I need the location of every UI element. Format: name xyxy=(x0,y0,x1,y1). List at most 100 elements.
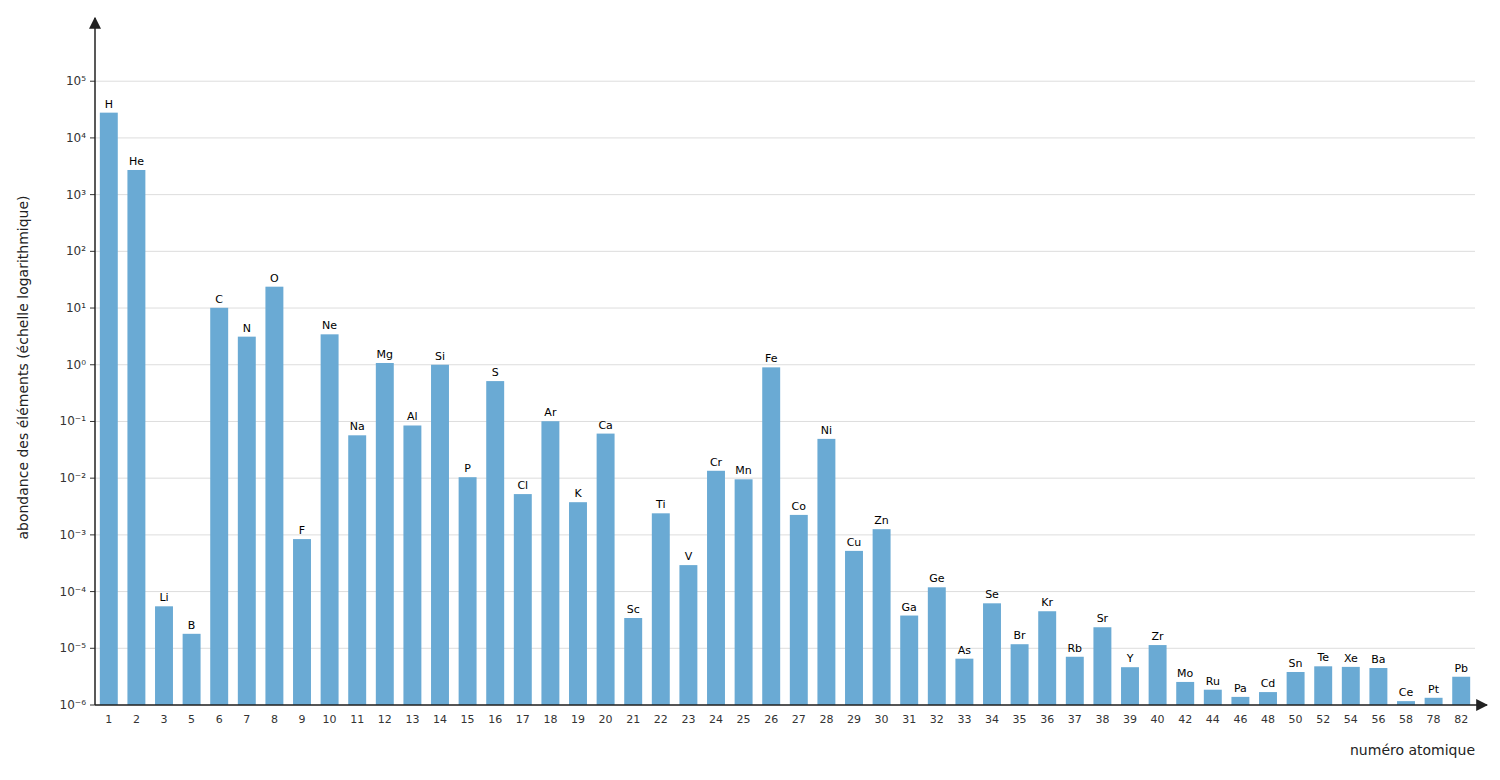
x-tick-label: 7 xyxy=(243,713,250,726)
x-tick-label: 82 xyxy=(1454,713,1468,726)
bars xyxy=(100,113,1470,705)
bar xyxy=(1011,644,1029,705)
x-tick-label: 39 xyxy=(1123,713,1137,726)
y-tick-label: 10² xyxy=(66,244,86,258)
y-axis-label: abondance des éléments (échelle logarith… xyxy=(15,195,31,539)
bar xyxy=(348,435,366,705)
x-tick-label: 78 xyxy=(1427,713,1441,726)
x-tick-label: 1 xyxy=(105,713,112,726)
bar xyxy=(928,587,946,705)
bar xyxy=(1287,672,1305,705)
bar xyxy=(459,477,477,705)
x-tick-label: 5 xyxy=(188,713,195,726)
x-tick-label: 2 xyxy=(133,713,140,726)
x-tick-label: 31 xyxy=(902,713,916,726)
bar xyxy=(983,603,1001,705)
x-tick-label: 27 xyxy=(792,713,806,726)
element-symbol: Ce xyxy=(1399,686,1414,699)
x-tick-label: 22 xyxy=(654,713,668,726)
grid-line xyxy=(95,81,1475,82)
x-tick-label: 33 xyxy=(957,713,971,726)
bar xyxy=(679,565,697,705)
bar xyxy=(955,659,973,705)
bar xyxy=(321,334,339,705)
element-symbol: Al xyxy=(407,410,418,423)
x-tick-label: 6 xyxy=(216,713,223,726)
x-tick-label: 30 xyxy=(875,713,889,726)
annotations: HHeLiBCNOFNeNaMgAlSiPSClArKCaScTiVCrMnFe… xyxy=(105,98,1468,699)
x-tick-label: 28 xyxy=(819,713,833,726)
element-symbol: Sn xyxy=(1289,657,1303,670)
bar xyxy=(100,113,118,705)
bar xyxy=(431,365,449,705)
x-tick-label: 42 xyxy=(1178,713,1192,726)
bar xyxy=(1121,667,1139,705)
x-tick-label: 58 xyxy=(1399,713,1413,726)
x-tick-label: 13 xyxy=(405,713,419,726)
bar xyxy=(624,618,642,705)
y-tick-label: 10⁻² xyxy=(60,471,87,485)
element-symbol: Rb xyxy=(1067,642,1082,655)
x-ticks: 1235678910111213141516171819202122232425… xyxy=(105,713,1468,726)
bar xyxy=(265,287,283,705)
bar xyxy=(790,515,808,705)
x-tick-label: 52 xyxy=(1316,713,1330,726)
element-symbol: N xyxy=(243,322,251,335)
y-tick-label: 10⁴ xyxy=(66,131,86,145)
x-tick-label: 56 xyxy=(1371,713,1385,726)
element-symbol: K xyxy=(574,487,582,500)
x-tick-label: 3 xyxy=(161,713,168,726)
element-symbol: Li xyxy=(159,591,168,604)
bar xyxy=(652,513,670,705)
y-tick-label: 10¹ xyxy=(66,301,86,315)
element-symbol: Sr xyxy=(1097,612,1109,625)
x-tick-label: 19 xyxy=(571,713,585,726)
element-symbol: Kr xyxy=(1041,596,1053,609)
x-tick-label: 10 xyxy=(323,713,337,726)
x-tick-label: 48 xyxy=(1261,713,1275,726)
y-tick-label: 10⁵ xyxy=(66,74,86,88)
element-symbol: Br xyxy=(1014,629,1027,642)
x-tick-label: 50 xyxy=(1289,713,1303,726)
bar xyxy=(900,616,918,705)
grid-line xyxy=(95,364,1475,365)
element-symbol: V xyxy=(685,550,693,563)
bar xyxy=(1369,668,1387,705)
bar xyxy=(845,551,863,705)
y-tick-label: 10⁻³ xyxy=(60,528,87,542)
bar xyxy=(1314,666,1332,705)
bar xyxy=(403,425,421,705)
x-tick-label: 38 xyxy=(1095,713,1109,726)
element-symbol: Ba xyxy=(1371,653,1385,666)
x-tick-label: 46 xyxy=(1233,713,1247,726)
x-tick-label: 34 xyxy=(985,713,999,726)
element-symbol: Se xyxy=(985,588,999,601)
y-tick-label: 10⁻⁴ xyxy=(60,585,87,599)
x-tick-label: 36 xyxy=(1040,713,1054,726)
element-symbol: Cr xyxy=(710,456,723,469)
element-symbol: Pb xyxy=(1454,662,1468,675)
bar xyxy=(817,439,835,705)
element-symbol: Pa xyxy=(1234,682,1247,695)
y-ticks: 10⁻⁶10⁻⁵10⁻⁴10⁻³10⁻²10⁻¹10⁰10¹10²10³10⁴1… xyxy=(60,74,95,712)
y-tick-label: 10⁰ xyxy=(66,358,86,372)
element-symbol: Ar xyxy=(544,406,557,419)
element-symbol: Xe xyxy=(1344,652,1358,665)
x-tick-label: 18 xyxy=(543,713,557,726)
bar xyxy=(762,367,780,705)
y-tick-label: 10³ xyxy=(66,188,86,202)
x-tick-label: 23 xyxy=(681,713,695,726)
x-tick-label: 35 xyxy=(1013,713,1027,726)
bar xyxy=(293,539,311,705)
bar xyxy=(127,170,145,705)
grid-line xyxy=(95,478,1475,479)
x-axis-line xyxy=(95,704,1487,706)
bar xyxy=(514,494,532,705)
x-tick-label: 40 xyxy=(1151,713,1165,726)
bar xyxy=(376,363,394,705)
bar xyxy=(210,308,228,705)
element-symbol: Co xyxy=(792,500,807,513)
element-symbol: Sc xyxy=(627,603,640,616)
element-symbol: P xyxy=(464,462,471,475)
bar xyxy=(597,434,615,705)
